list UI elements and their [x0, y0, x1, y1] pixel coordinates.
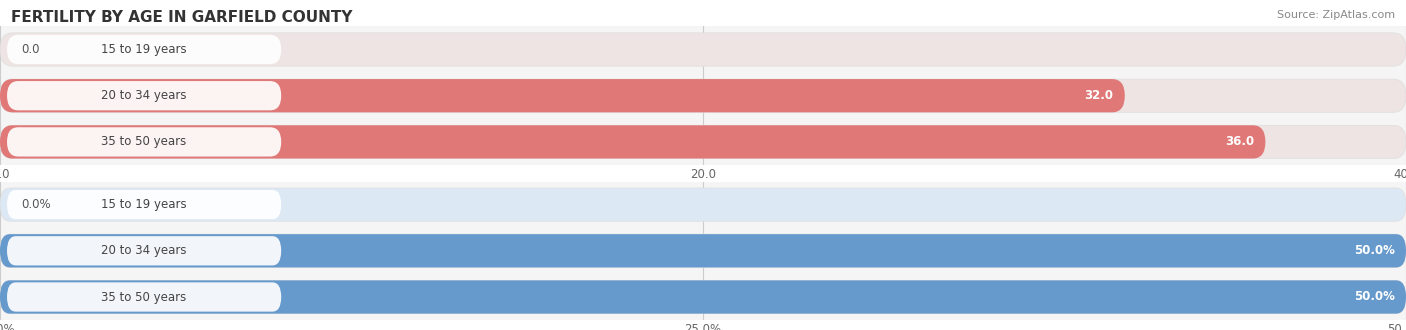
Text: 20 to 34 years: 20 to 34 years: [101, 244, 187, 257]
FancyBboxPatch shape: [0, 234, 1406, 267]
Text: 15 to 19 years: 15 to 19 years: [101, 43, 187, 56]
Text: 20 to 34 years: 20 to 34 years: [101, 89, 187, 102]
Text: FERTILITY BY AGE IN GARFIELD COUNTY: FERTILITY BY AGE IN GARFIELD COUNTY: [11, 10, 353, 25]
FancyBboxPatch shape: [7, 81, 281, 110]
Text: 32.0: 32.0: [1084, 89, 1114, 102]
FancyBboxPatch shape: [7, 282, 281, 312]
FancyBboxPatch shape: [0, 125, 1406, 158]
FancyBboxPatch shape: [0, 33, 1406, 66]
Text: 15 to 19 years: 15 to 19 years: [101, 198, 187, 211]
Text: 0.0%: 0.0%: [21, 198, 51, 211]
FancyBboxPatch shape: [0, 79, 1406, 112]
FancyBboxPatch shape: [7, 127, 281, 156]
Text: 36.0: 36.0: [1225, 135, 1254, 148]
Text: Source: ZipAtlas.com: Source: ZipAtlas.com: [1277, 10, 1395, 20]
FancyBboxPatch shape: [7, 35, 281, 64]
FancyBboxPatch shape: [0, 280, 1406, 314]
FancyBboxPatch shape: [7, 236, 281, 265]
Text: 50.0%: 50.0%: [1354, 290, 1395, 304]
FancyBboxPatch shape: [0, 125, 1265, 158]
FancyBboxPatch shape: [7, 190, 281, 219]
FancyBboxPatch shape: [0, 188, 1406, 221]
Text: 35 to 50 years: 35 to 50 years: [101, 290, 187, 304]
FancyBboxPatch shape: [0, 79, 1125, 112]
FancyBboxPatch shape: [0, 280, 1406, 314]
Text: 50.0%: 50.0%: [1354, 244, 1395, 257]
FancyBboxPatch shape: [0, 234, 1406, 267]
Text: 0.0: 0.0: [21, 43, 39, 56]
Text: 35 to 50 years: 35 to 50 years: [101, 135, 187, 148]
